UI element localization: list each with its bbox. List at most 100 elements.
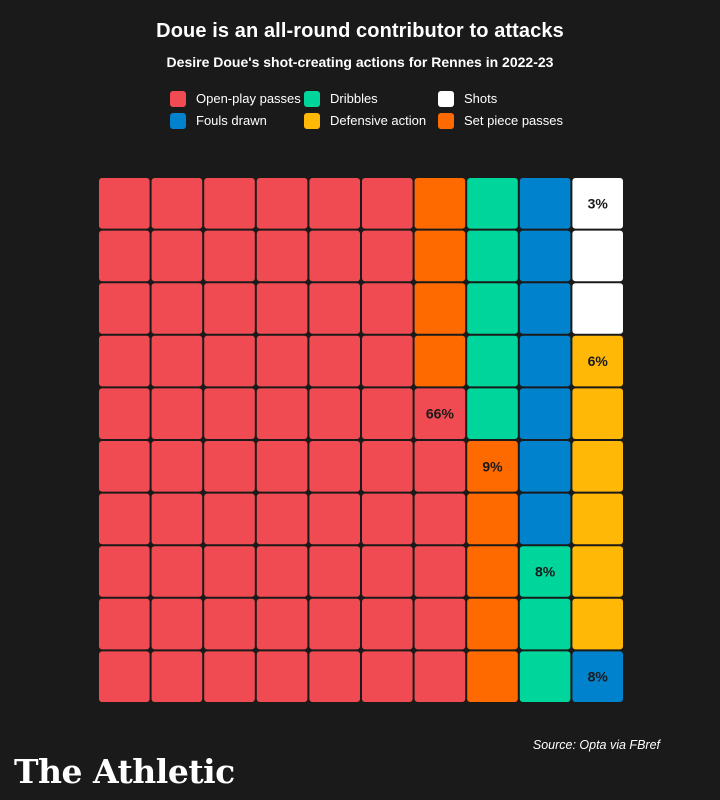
waffle-cell-defensive-action (572, 335, 623, 387)
waffle-cell-open-play-passes (99, 651, 150, 702)
waffle-cell-open-play-passes (204, 651, 255, 702)
legend-item-dribbles: Dribbles (304, 90, 438, 107)
waffle-cell-open-play-passes (256, 651, 308, 702)
waffle-cell-shots (572, 283, 623, 334)
source-note: Source: Opta via FBref (532, 738, 660, 752)
chart-legend: Open-play passes Dribbles Shots Fouls dr… (170, 90, 578, 129)
waffle-cell-open-play-passes (309, 493, 360, 545)
waffle-cell-open-play-passes (256, 283, 308, 334)
waffle-cell-set-piece-passes (467, 651, 518, 702)
waffle-cell-open-play-passes (362, 651, 413, 702)
waffle-cell-open-play-passes (256, 178, 308, 229)
waffle-cell-open-play-passes (362, 441, 413, 492)
waffle-cell-open-play-passes (151, 493, 203, 545)
waffle-cell-fouls-drawn (519, 335, 571, 387)
waffle-cell-set-piece-passes (467, 441, 518, 492)
waffle-cell-open-play-passes (151, 335, 203, 387)
legend-item-fouls-drawn: Fouls drawn (170, 112, 304, 129)
waffle-cell-open-play-passes (204, 546, 255, 597)
waffle-cell-open-play-passes (204, 178, 255, 229)
legend-swatch (170, 90, 186, 107)
data-label-open-play-passes: 66% (426, 406, 455, 422)
waffle-cell-dribbles (519, 651, 571, 702)
legend-swatch (438, 112, 454, 129)
waffle-cell-dribbles (519, 546, 571, 597)
waffle-cell-open-play-passes (204, 230, 255, 282)
waffle-cell-open-play-passes (362, 493, 413, 545)
waffle-cell-set-piece-passes (414, 335, 466, 387)
waffle-chart: 66% 9% 8% 8% 6% 3% (99, 178, 623, 702)
waffle-cell-defensive-action (572, 598, 623, 650)
chart-subtitle: Desire Doue's shot-creating actions for … (166, 54, 554, 70)
waffle-cell-open-play-passes (204, 441, 255, 492)
waffle-cell-set-piece-passes (467, 546, 518, 597)
waffle-cell-open-play-passes (362, 283, 413, 334)
legend-item-shots: Shots (438, 90, 578, 107)
legend-swatch (304, 112, 320, 129)
waffle-cell-open-play-passes (309, 598, 360, 650)
waffle-cell-open-play-passes (151, 230, 203, 282)
legend-label: Dribbles (330, 91, 378, 106)
legend-swatch (304, 90, 320, 107)
waffle-cell-defensive-action (572, 493, 623, 545)
waffle-cell-open-play-passes (256, 230, 308, 282)
waffle-cell-open-play-passes (151, 283, 203, 334)
brand-logo: The Athletic (14, 752, 235, 791)
waffle-cell-open-play-passes (414, 546, 466, 597)
waffle-cell-shots (572, 178, 623, 229)
waffle-cell-defensive-action (572, 388, 623, 439)
waffle-cell-open-play-passes (99, 388, 150, 439)
legend-label: Fouls drawn (196, 113, 267, 128)
legend-item-set-piece-passes: Set piece passes (438, 112, 578, 129)
waffle-cell-open-play-passes (309, 335, 360, 387)
waffle-cell-fouls-drawn (519, 441, 571, 492)
waffle-cell-open-play-passes (414, 441, 466, 492)
waffle-cell-open-play-passes (309, 546, 360, 597)
waffle-cell-open-play-passes (256, 493, 308, 545)
waffle-cell-dribbles (519, 598, 571, 650)
waffle-cell-fouls-drawn (519, 283, 571, 334)
waffle-cell-dribbles (467, 388, 518, 439)
legend-swatch (170, 112, 186, 129)
waffle-cell-open-play-passes (362, 178, 413, 229)
legend-label: Defensive action (330, 113, 427, 128)
waffle-cell-open-play-passes (309, 651, 360, 702)
waffle-cell-open-play-passes (256, 441, 308, 492)
data-label-dribbles: 8% (535, 564, 556, 580)
waffle-cell-open-play-passes (99, 178, 150, 229)
waffle-cell-open-play-passes (362, 388, 413, 439)
waffle-cell-open-play-passes (99, 493, 150, 545)
waffle-cell-open-play-passes (256, 598, 308, 650)
waffle-cell-open-play-passes (204, 335, 255, 387)
waffle-cell-open-play-passes (256, 546, 308, 597)
waffle-cell-open-play-passes (309, 230, 360, 282)
data-label-shots: 3% (588, 195, 609, 211)
waffle-cell-fouls-drawn (519, 230, 571, 282)
waffle-cell-open-play-passes (362, 335, 413, 387)
waffle-cell-open-play-passes (309, 388, 360, 439)
waffle-cell-open-play-passes (151, 441, 203, 492)
waffle-cell-open-play-passes (414, 388, 466, 439)
waffle-cell-open-play-passes (151, 651, 203, 702)
waffle-cell-open-play-passes (204, 493, 255, 545)
legend-item-defensive-action: Defensive action (304, 112, 438, 129)
legend-label: Shots (464, 91, 498, 106)
waffle-cell-open-play-passes (204, 388, 255, 439)
legend-swatch (438, 90, 454, 107)
waffle-cell-open-play-passes (256, 388, 308, 439)
waffle-cell-defensive-action (572, 546, 623, 597)
waffle-cell-open-play-passes (204, 598, 255, 650)
waffle-cell-fouls-drawn (519, 178, 571, 229)
waffle-cell-open-play-passes (99, 283, 150, 334)
waffle-cell-dribbles (467, 230, 518, 282)
waffle-cell-open-play-passes (151, 178, 203, 229)
waffle-cell-open-play-passes (99, 441, 150, 492)
waffle-cell-open-play-passes (309, 441, 360, 492)
data-label-defensive-action: 6% (588, 353, 609, 369)
waffle-cell-dribbles (467, 335, 518, 387)
waffle-cell-set-piece-passes (467, 493, 518, 545)
waffle-cell-open-play-passes (204, 283, 255, 334)
waffle-cell-open-play-passes (151, 388, 203, 439)
waffle-cell-defensive-action (572, 441, 623, 492)
waffle-cell-open-play-passes (99, 598, 150, 650)
